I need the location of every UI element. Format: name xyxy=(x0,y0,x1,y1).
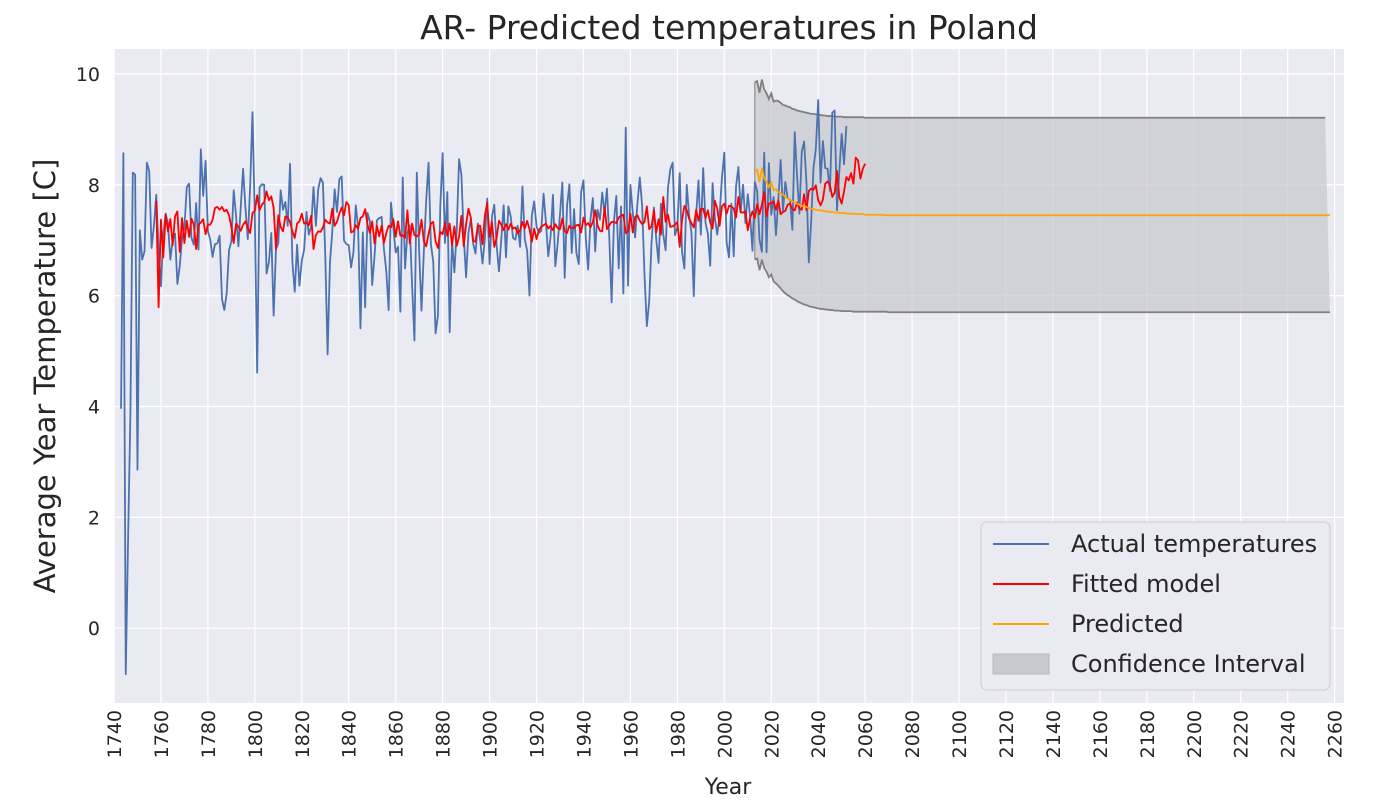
x-tick-label: 2100 xyxy=(949,710,971,758)
confidence-band xyxy=(754,79,1330,313)
x-tick-label: 2200 xyxy=(1184,710,1206,758)
x-tick-label: 2240 xyxy=(1278,710,1300,758)
y-tick-label: 10 xyxy=(76,64,100,86)
x-tick-label: 2080 xyxy=(902,710,924,758)
series-lines xyxy=(120,99,1330,676)
series-line-fitted-model xyxy=(155,156,866,309)
confidence-upper-line xyxy=(754,79,1326,119)
x-tick-label: 1760 xyxy=(151,710,173,758)
legend-label-confidence: Confidence Interval xyxy=(1071,650,1305,678)
y-tick-label: 2 xyxy=(88,507,100,529)
x-tick-label: 2120 xyxy=(996,710,1018,758)
legend-swatch-confidence xyxy=(992,653,1050,675)
x-tick-label: 1880 xyxy=(433,710,455,758)
x-tick-label: 2260 xyxy=(1325,710,1347,758)
x-tick-label: 1940 xyxy=(573,710,595,758)
legend-box xyxy=(980,521,1331,691)
confidence-lower-line xyxy=(754,257,1330,314)
x-tick-label: 2060 xyxy=(855,710,877,758)
y-axis-label: Average Year Temperature [C] xyxy=(28,159,62,594)
y-tick-label: 4 xyxy=(88,396,100,418)
y-tick-labels: 0 2 4 6 8 10 xyxy=(76,64,100,640)
legend-label-predicted: Predicted xyxy=(1071,610,1184,638)
x-tick-label: 2180 xyxy=(1137,710,1159,758)
x-tick-label: 2020 xyxy=(761,710,783,758)
x-tick-label: 1840 xyxy=(339,710,361,758)
x-tick-label: 2220 xyxy=(1231,710,1253,758)
x-tick-label: 1740 xyxy=(104,710,126,758)
x-tick-label: 1980 xyxy=(667,710,689,758)
x-tick-label: 1780 xyxy=(198,710,220,758)
series-line-predicted xyxy=(754,167,1330,217)
x-tick-label: 1820 xyxy=(292,710,314,758)
y-tick-label: 8 xyxy=(88,175,100,197)
x-tick-label: 1920 xyxy=(527,710,549,758)
legend-label-actual: Actual temperatures xyxy=(1071,530,1317,558)
legend-label-fitted: Fitted model xyxy=(1071,570,1221,598)
x-tick-label: 2140 xyxy=(1043,710,1065,758)
x-tick-label: 2160 xyxy=(1090,710,1112,758)
legend: Actual temperatures Fitted model Predict… xyxy=(980,521,1331,691)
chart-title: AR- Predicted temperatures in Poland xyxy=(420,8,1038,47)
x-tick-label: 1960 xyxy=(620,710,642,758)
y-tick-label: 0 xyxy=(88,618,100,640)
confidence-interval xyxy=(754,79,1330,314)
x-tick-labels: 1740 1760 1780 1800 1820 1840 1860 1880 1900 1920… xyxy=(104,710,1347,758)
x-tick-label: 2000 xyxy=(714,710,736,758)
series-line-actual-temperatures xyxy=(120,99,848,676)
x-tick-label: 1900 xyxy=(480,710,502,758)
x-tick-label: 1860 xyxy=(386,710,408,758)
x-tick-label: 1800 xyxy=(245,710,267,758)
x-axis-label: Year xyxy=(704,775,753,800)
y-tick-label: 6 xyxy=(88,286,100,308)
x-tick-label: 2040 xyxy=(808,710,830,758)
